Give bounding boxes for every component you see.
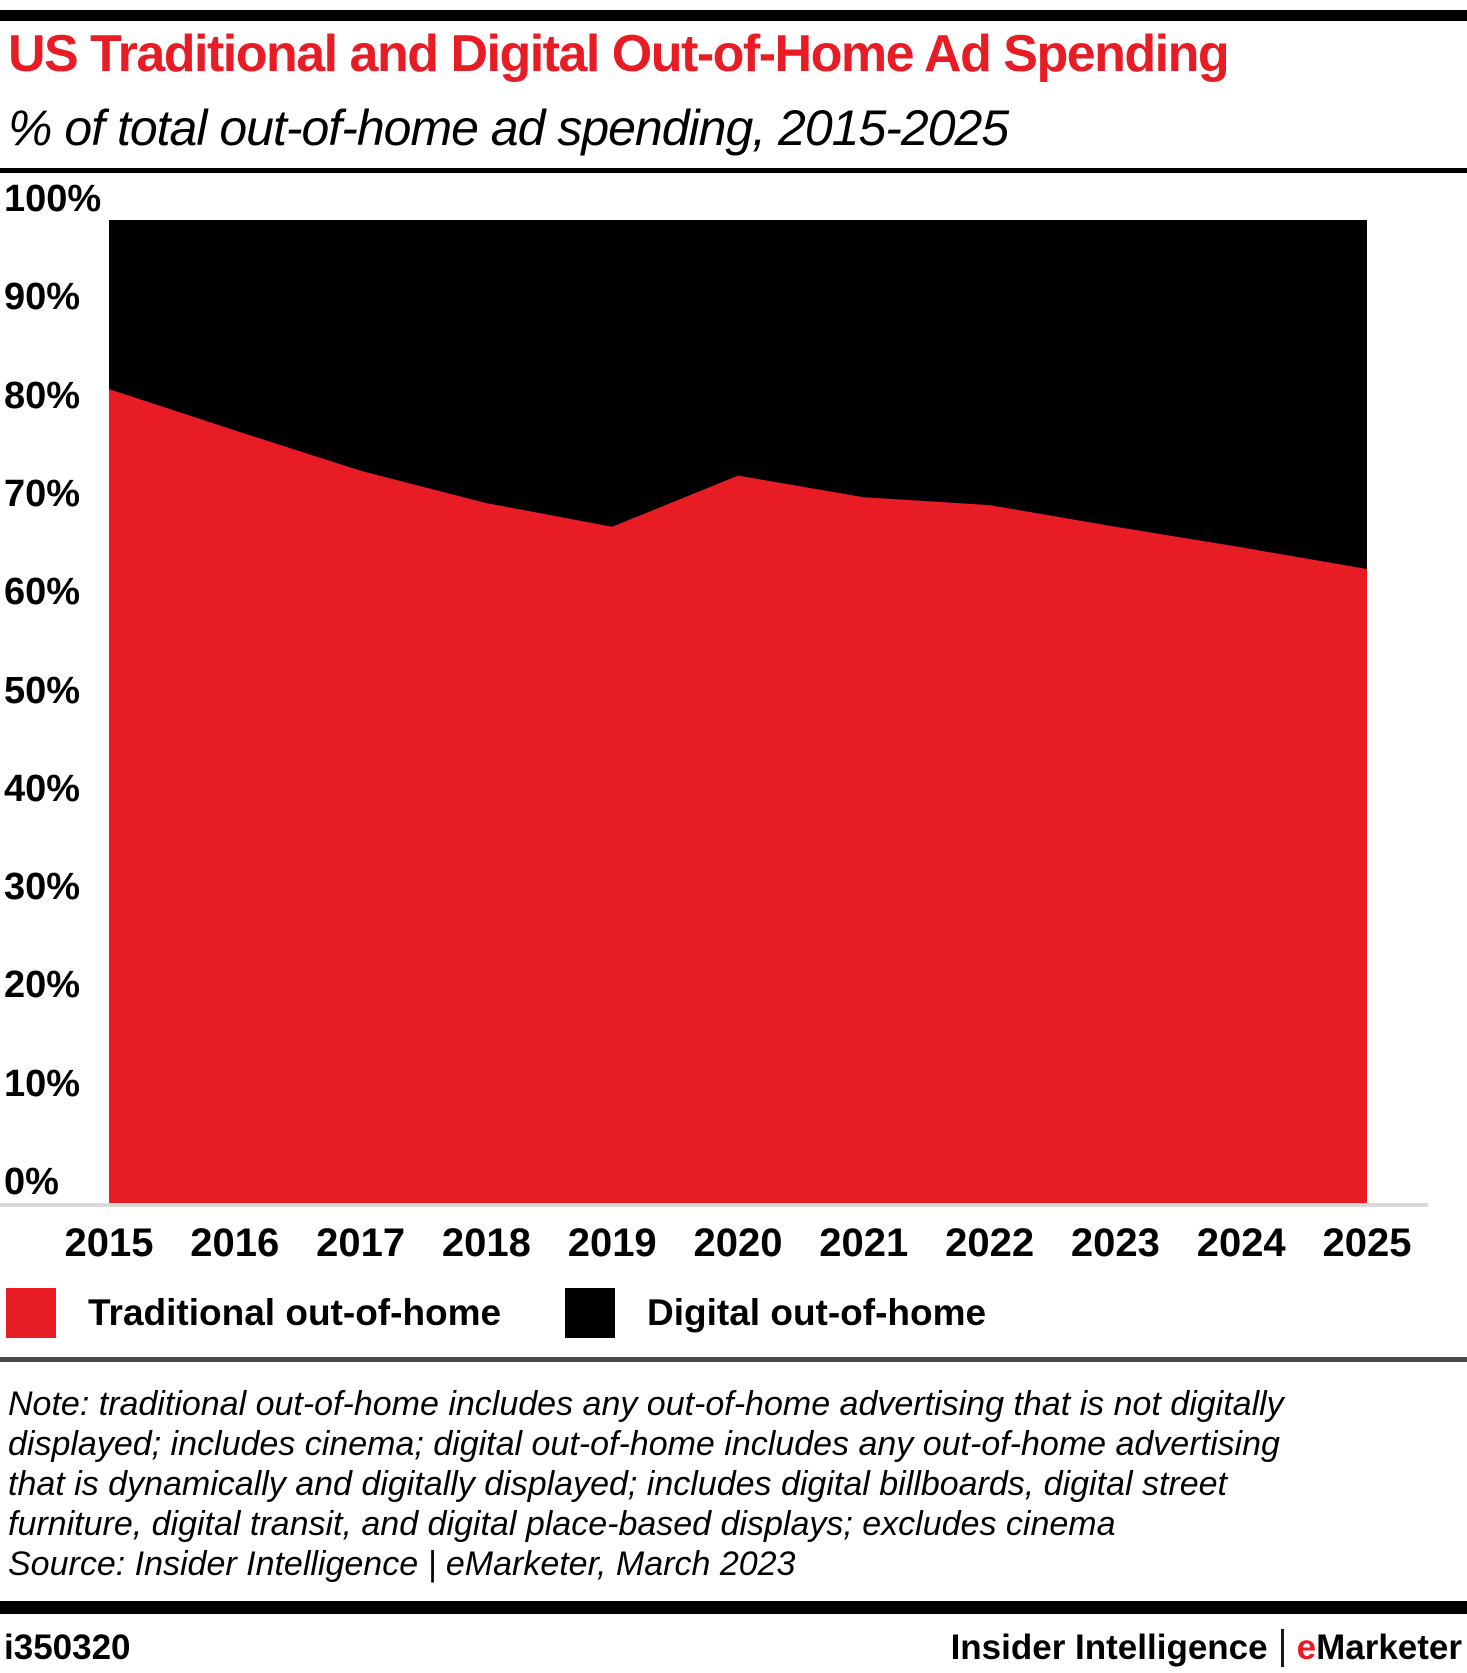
note-line: furniture, digital transit, and digital … <box>8 1505 1116 1543</box>
note-line: that is dynamically and digitally displa… <box>8 1465 1227 1503</box>
chart-title: US Traditional and Digital Out-of-Home A… <box>8 25 1230 83</box>
x-tick-label: 2020 <box>693 1221 783 1265</box>
y-tick-label: 40% <box>4 767 81 810</box>
legend-label: Traditional out-of-home <box>88 1292 502 1333</box>
x-tick-label: 2016 <box>190 1221 280 1265</box>
x-tick-label: 2024 <box>1196 1221 1286 1265</box>
brand-emarketer-rest: Marketer <box>1316 1628 1462 1667</box>
y-tick-label: 80% <box>4 374 81 417</box>
y-tick-label: 0% <box>4 1161 59 1203</box>
brand-divider-line <box>1280 1629 1284 1667</box>
footer-brand: Insider Intelligence eMarketer <box>951 1628 1462 1668</box>
x-tick-label: 2019 <box>567 1221 657 1265</box>
y-tick-label: 100% <box>4 178 102 220</box>
x-tick-label: 2018 <box>441 1221 531 1265</box>
footer-chart-id: i350320 <box>4 1628 131 1667</box>
note-line: displayed; includes cinema; digital out-… <box>8 1425 1280 1463</box>
top-accent-bar <box>0 10 1467 21</box>
note-divider <box>0 1357 1467 1362</box>
x-tick-label: 2023 <box>1070 1221 1160 1265</box>
x-tick-label: 2021 <box>819 1221 909 1265</box>
y-tick-label: 70% <box>4 472 81 515</box>
y-tick-label: 60% <box>4 571 81 614</box>
legend: Traditional out-of-home Digital out-of-ho… <box>0 1288 1467 1338</box>
x-tick-label: 2015 <box>64 1221 154 1265</box>
y-tick-label: 30% <box>4 866 81 909</box>
traditional-area <box>109 389 1367 1203</box>
x-tick-label: 2017 <box>316 1221 406 1265</box>
x-tick-label: 2022 <box>945 1221 1035 1265</box>
note-line: Note: traditional out-of-home includes a… <box>8 1385 1284 1423</box>
y-tick-label: 10% <box>4 1062 81 1105</box>
y-tick-label: 20% <box>4 964 81 1007</box>
chart-subtitle: % of total out-of-home ad spending, 2015… <box>8 100 1009 156</box>
brand-emarketer: eMarketer <box>1297 1628 1462 1668</box>
note-text: Note: traditional out-of-home includes a… <box>8 1384 1284 1584</box>
legend-label: Digital out-of-home <box>647 1292 987 1333</box>
source-line: Source: Insider Intelligence | eMarketer… <box>8 1545 796 1583</box>
brand-insider-intelligence: Insider Intelligence <box>950 1628 1268 1667</box>
brand-emarketer-e: e <box>1296 1628 1317 1667</box>
x-tick-label: 2025 <box>1322 1221 1412 1265</box>
legend-swatch <box>565 1288 615 1338</box>
x-axis-line <box>0 1203 1428 1207</box>
y-tick-label: 50% <box>4 669 81 712</box>
header-divider <box>0 168 1467 173</box>
legend-swatch <box>6 1288 56 1338</box>
stacked-area-plot <box>109 220 1367 1203</box>
y-tick-label: 90% <box>4 276 81 319</box>
footer-accent-bar <box>0 1601 1467 1614</box>
